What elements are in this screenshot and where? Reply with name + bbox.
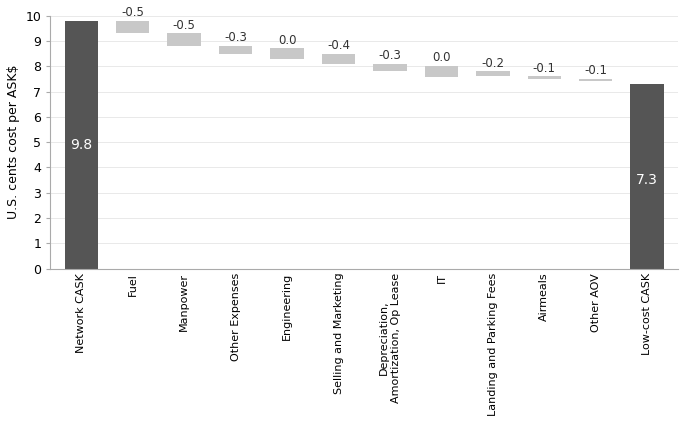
Text: -0.1: -0.1 (533, 62, 556, 74)
Text: -0.2: -0.2 (482, 57, 504, 70)
Bar (219, 46, 252, 54)
Text: -0.3: -0.3 (224, 31, 247, 44)
Text: -0.4: -0.4 (327, 39, 350, 52)
Text: -0.3: -0.3 (379, 49, 401, 62)
Bar (579, 79, 612, 82)
Y-axis label: U.S. cents cost per ASK$: U.S. cents cost per ASK$ (7, 65, 20, 220)
Text: 0.0: 0.0 (432, 51, 451, 64)
Bar (116, 21, 149, 33)
Bar (373, 64, 407, 71)
Text: 7.3: 7.3 (636, 173, 658, 187)
Text: 9.8: 9.8 (70, 138, 92, 152)
Text: -0.5: -0.5 (121, 6, 144, 19)
Bar (271, 48, 303, 59)
Text: -0.5: -0.5 (173, 19, 196, 32)
Text: 0.0: 0.0 (278, 33, 297, 47)
Bar (630, 84, 664, 269)
Bar (527, 77, 561, 79)
Bar (167, 33, 201, 46)
Text: -0.1: -0.1 (584, 64, 607, 77)
Bar (425, 66, 458, 77)
Bar (64, 21, 98, 269)
Bar (476, 71, 510, 77)
Bar (322, 54, 356, 64)
